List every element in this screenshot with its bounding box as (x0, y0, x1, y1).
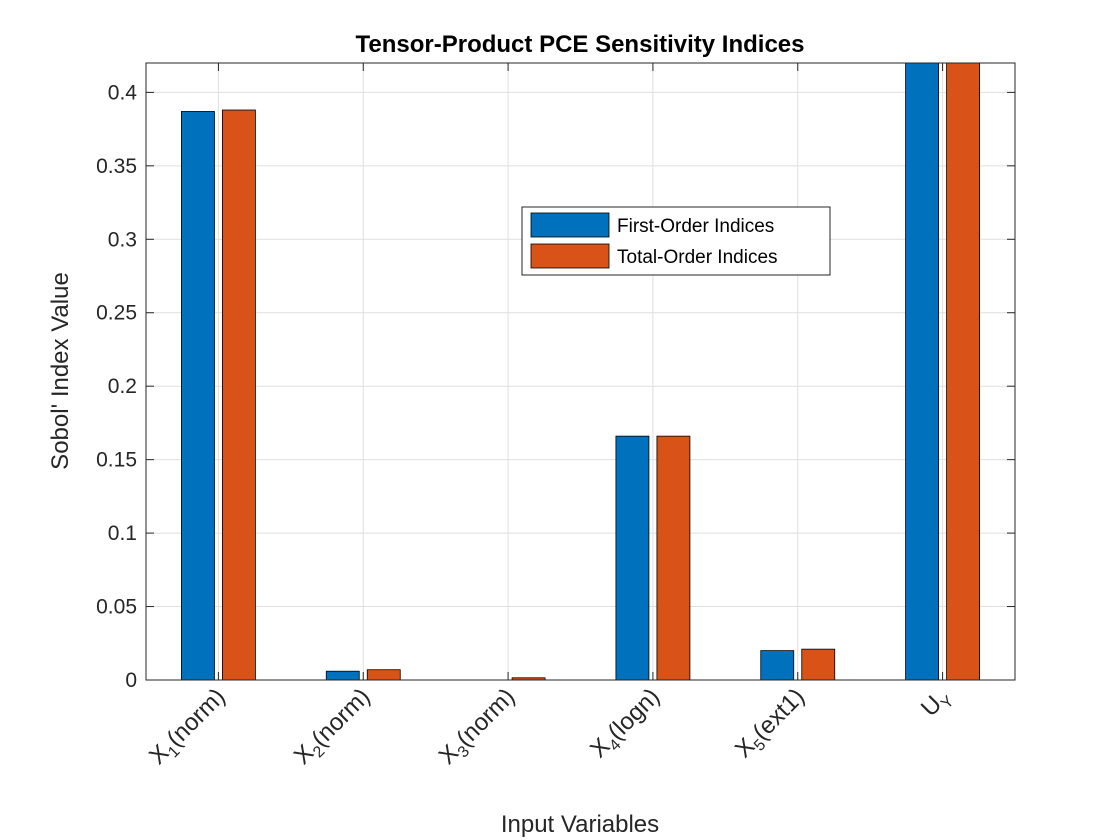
bar-first-order (760, 650, 795, 681)
bar-first-order (181, 111, 215, 681)
bar-first-order (325, 670, 360, 681)
grid-lines (146, 63, 1015, 680)
bar-total-order (801, 648, 836, 681)
y-axis-label: Sobol' Index Value (47, 272, 74, 470)
y-tick-label: 0.05 (96, 596, 137, 619)
y-tick-label: 0.15 (96, 449, 137, 472)
bar-first-order (615, 435, 650, 681)
bars-group (181, 62, 980, 681)
y-tick-label: 0.4 (108, 81, 138, 104)
x-axis-label: Input Variables (501, 811, 659, 838)
legend-label-total-order: Total-Order Indices (617, 247, 778, 268)
y-axis-ticks: 0 0.05 0.1 0.15 0.2 0.25 0.3 0.35 0.4 (96, 81, 1015, 692)
y-tick-label: 0.25 (96, 302, 137, 325)
y-tick-label: 0.1 (108, 522, 137, 545)
y-tick-label: 0.35 (96, 155, 137, 178)
y-tick-label: 0.3 (108, 228, 137, 251)
legend-swatch-first-order (530, 212, 610, 238)
chart-title: Tensor-Product PCE Sensitivity Indices (356, 31, 805, 58)
bar-total-order (222, 109, 256, 681)
bar-total-order (656, 435, 691, 681)
legend-swatch-total-order (530, 243, 610, 269)
bar-total-order (366, 669, 401, 681)
legend-label-first-order: First-Order Indices (617, 216, 774, 237)
y-tick-label: 0.2 (108, 375, 137, 398)
bar-total-order (946, 62, 980, 681)
y-tick-label: 0 (125, 669, 137, 692)
plot-frame (145, 62, 1016, 681)
plot-area (146, 63, 1015, 680)
bar-first-order (905, 62, 939, 681)
legend: First-Order Indices Total-Order Indices (521, 206, 831, 276)
